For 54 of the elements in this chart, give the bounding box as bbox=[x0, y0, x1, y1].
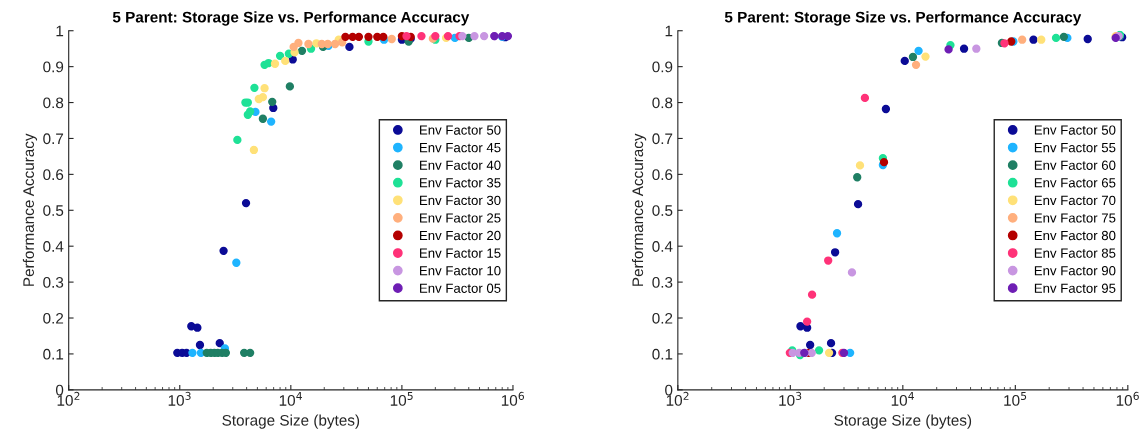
legend-label: Env Factor 30 bbox=[420, 195, 501, 206]
y-tick-label: 1 bbox=[56, 25, 64, 37]
legend-label: Env Factor 95 bbox=[1034, 283, 1116, 293]
y-tick-label: 1 bbox=[665, 25, 673, 37]
x-axis-title: Storage Size (bytes) bbox=[834, 414, 972, 429]
y-tick-label: 0.8 bbox=[43, 97, 64, 109]
y-tick-label: 0.1 bbox=[652, 348, 673, 360]
legend-label: Env Factor 20 bbox=[420, 230, 501, 241]
legend-label: Env Factor 70 bbox=[1034, 195, 1116, 206]
legend-label: Env Factor 05 bbox=[420, 283, 501, 293]
chart-title: 5 Parent: Storage Size vs. Performance Accuracy bbox=[112, 11, 470, 26]
y-tick-label: 0.6 bbox=[652, 169, 673, 181]
y-axis-title: Performance Accuracy bbox=[631, 133, 647, 286]
y-tick-label: 0.2 bbox=[43, 312, 64, 324]
legend-label: Env Factor 10 bbox=[420, 266, 501, 276]
x-tick-label: 10$^{4}$ bbox=[891, 392, 914, 406]
y-tick-label: 0.9 bbox=[43, 61, 64, 73]
legend-label: Env Factor 50 bbox=[420, 125, 501, 135]
y-tick-label: 0.9 bbox=[652, 61, 673, 73]
x-tick-label: 10$^{4}$ bbox=[279, 392, 302, 406]
x-tick-label: 10$^{5}$ bbox=[1004, 392, 1027, 406]
legend-label: Env Factor 50 bbox=[1034, 125, 1116, 135]
legend-label: Env Factor 75 bbox=[1034, 213, 1116, 223]
legend-label: Env Factor 40 bbox=[420, 160, 501, 170]
x-tick-label: 10$^{6}$ bbox=[501, 391, 525, 406]
y-tick-label: 0.2 bbox=[652, 312, 673, 324]
x-axis-title: Storage Size (bytes) bbox=[222, 414, 360, 429]
y-tick-label: 0.7 bbox=[652, 133, 673, 145]
y-tick-label: 0.4 bbox=[652, 241, 673, 252]
y-axis-title: Performance Accuracy bbox=[22, 133, 38, 286]
legend-label: Env Factor 90 bbox=[1034, 266, 1116, 276]
y-tick-label: 0.1 bbox=[43, 348, 64, 360]
x-tick-label: 10$^{5}$ bbox=[390, 392, 413, 406]
y-tick-label: 0.3 bbox=[652, 276, 673, 288]
legend-label: Env Factor 60 bbox=[1034, 160, 1116, 170]
legend-label: Env Factor 15 bbox=[420, 248, 501, 258]
legend-label: Env Factor 45 bbox=[420, 143, 501, 153]
x-tick-label: 10$^{6}$ bbox=[1116, 391, 1139, 406]
y-tick-label: 0.3 bbox=[43, 276, 64, 288]
y-tick-label: 0.8 bbox=[652, 97, 673, 109]
legend-label: Env Factor 80 bbox=[1034, 230, 1116, 241]
legend-label: Env Factor 35 bbox=[420, 178, 501, 188]
legend-label: Env Factor 55 bbox=[1034, 143, 1116, 153]
chart-title: 5 Parent: Storage Size vs. Performance Accuracy bbox=[724, 11, 1082, 26]
y-tick-label: 0.5 bbox=[43, 205, 64, 216]
legend-label: Env Factor 65 bbox=[1034, 178, 1116, 188]
y-tick-label: 0.5 bbox=[652, 205, 673, 216]
y-tick-label: 0.7 bbox=[43, 133, 64, 145]
legend-label: Env Factor 85 bbox=[1034, 248, 1116, 258]
x-tick-label: 10$^{3}$ bbox=[168, 391, 191, 406]
y-tick-label: 0.4 bbox=[43, 241, 64, 252]
legend-label: Env Factor 25 bbox=[420, 213, 501, 223]
x-tick-label: 10$^{3}$ bbox=[779, 391, 802, 406]
y-tick-label: 0.6 bbox=[43, 169, 64, 181]
